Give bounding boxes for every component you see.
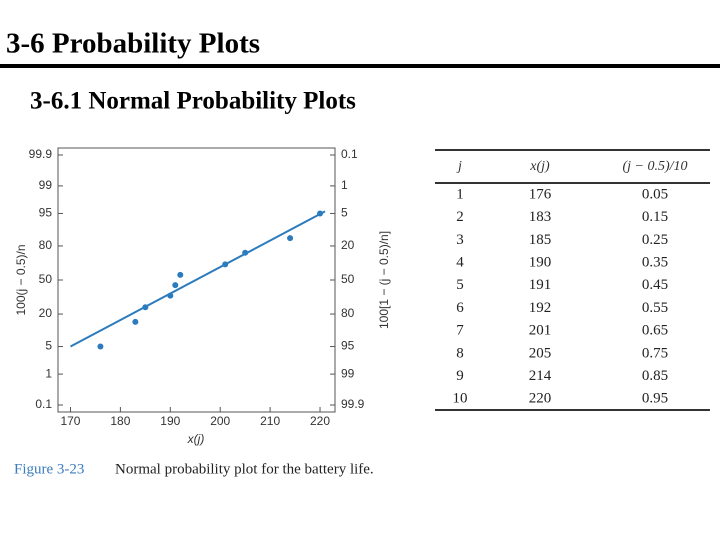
y2-axis-label: 100[1 − (j − 0.5)/n]: [377, 231, 391, 329]
table-cell: 205: [529, 345, 552, 361]
table: j x(j) (j − 0.5)/10 1 176 0.05 2 183 0.15 3 185 0.2…: [453, 159, 688, 407]
y2-tick-label: 0.1: [341, 147, 358, 161]
y2-tick-label: 1: [341, 178, 348, 192]
y2-tick-label: 95: [341, 339, 355, 353]
table-cell: 0.25: [642, 232, 668, 248]
table-cell: 0.55: [642, 300, 668, 316]
y2-tick-label: 5: [341, 206, 348, 220]
figure-label: Figure 3-23: [14, 461, 84, 477]
y-tick-label: 0.1: [35, 397, 52, 411]
y2-tick-label: 99: [341, 366, 355, 380]
y2-tick-label: 50: [341, 272, 355, 286]
table-cell: 0.65: [642, 323, 668, 339]
table-cell: 4: [456, 255, 464, 271]
x-tick-label: 190: [160, 414, 180, 428]
table-cell: 0.15: [642, 209, 668, 225]
table-cell: 183: [529, 209, 552, 225]
table-cell: 7: [456, 323, 464, 339]
point: [142, 304, 149, 311]
table-cell: 201: [529, 323, 552, 339]
point: [172, 282, 179, 289]
table-cell: 214: [529, 368, 552, 384]
y-tick-label: 5: [45, 339, 52, 353]
y-tick-label: 1: [45, 366, 52, 380]
y-tick-label: 50: [39, 272, 53, 286]
fit-line: [70, 210, 326, 348]
x-tick-label: 170: [60, 414, 80, 428]
table-cell: 0.05: [642, 186, 668, 202]
figure-caption: Normal probability plot for the battery …: [115, 461, 374, 477]
x-tick-label: 220: [310, 414, 330, 428]
point: [167, 292, 174, 299]
y-tick-label: 20: [39, 306, 53, 320]
slide-subtitle: 3-6.1 Normal Probability Plots: [30, 88, 356, 115]
point: [97, 343, 104, 350]
slide-title: 3-6 Probability Plots: [6, 28, 260, 60]
point: [132, 318, 139, 325]
table-cell: 0.85: [642, 368, 668, 384]
table-cell: 0.45: [642, 277, 668, 293]
y-tick-label: 99: [39, 178, 53, 192]
point: [242, 249, 249, 256]
x-axis-label: x(j): [187, 432, 205, 446]
x-tick-label: 210: [260, 414, 280, 428]
table-cell: 2: [456, 209, 464, 225]
table-cell: 9: [456, 368, 464, 384]
table-cell: 6: [456, 300, 464, 316]
table-cell: 192: [529, 300, 552, 316]
y-tick-label: 80: [39, 238, 53, 252]
y-axis-label: 100(j − 0.5)/n: [14, 244, 28, 315]
point: [287, 235, 294, 242]
table-cell: 185: [529, 232, 552, 248]
table-header: (j − 0.5)/10: [622, 159, 687, 174]
table-cell: 220: [529, 391, 552, 407]
table-cell: 3: [456, 232, 464, 248]
point: [317, 210, 324, 217]
y2-tick-label: 99.9: [341, 397, 365, 411]
x-tick-label: 200: [210, 414, 230, 428]
table-header: j: [456, 159, 462, 174]
table-cell: 0.95: [642, 391, 668, 407]
y2-tick-label: 80: [341, 306, 355, 320]
table-cell: 10: [453, 391, 468, 407]
table-cell: 0.35: [642, 255, 668, 271]
point: [222, 261, 229, 268]
table-cell: 5: [456, 277, 464, 293]
table-cell: 190: [529, 255, 552, 271]
table-cell: 1: [456, 186, 464, 202]
y-tick-label: 99.9: [29, 147, 53, 161]
table-header: x(j): [529, 159, 550, 174]
table-cell: 176: [529, 186, 552, 202]
table-cell: 191: [529, 277, 552, 293]
y2-tick-label: 20: [341, 238, 355, 252]
table-cell: 0.75: [642, 345, 668, 361]
x-tick-label: 180: [110, 414, 130, 428]
y-tick-label: 95: [39, 206, 53, 220]
table-cell: 8: [456, 345, 464, 361]
point: [177, 271, 184, 278]
